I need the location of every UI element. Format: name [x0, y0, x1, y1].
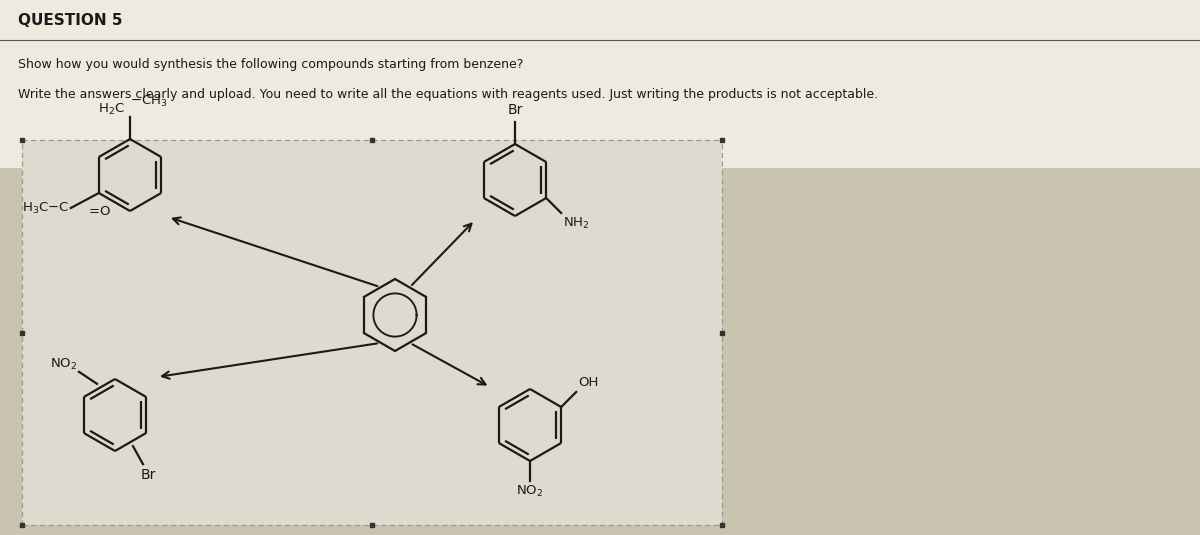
Text: OH: OH [578, 376, 599, 389]
Bar [22, 140, 722, 525]
Text: Br: Br [508, 103, 523, 117]
Text: QUESTION 5: QUESTION 5 [18, 13, 122, 28]
Text: $\!=\!$O: $\!=\!$O [88, 204, 112, 218]
Text: Write the answers clearly and upload. You need to write all the equations with r: Write the answers clearly and upload. Yo… [18, 88, 878, 101]
Text: NO$_2$: NO$_2$ [49, 357, 77, 372]
Text: Show how you would synthesis the following compounds starting from benzene?: Show how you would synthesis the followi… [18, 58, 523, 71]
Text: NH$_2$: NH$_2$ [563, 216, 589, 231]
Text: H$_2$C: H$_2$C [98, 102, 125, 117]
Text: NO$_2$: NO$_2$ [516, 484, 544, 499]
Bar [0, 0, 1200, 168]
Text: H$_3$C$-$C: H$_3$C$-$C [22, 201, 70, 216]
Text: Br: Br [142, 468, 156, 482]
Text: $-$CH$_3$: $-$CH$_3$ [130, 94, 168, 109]
